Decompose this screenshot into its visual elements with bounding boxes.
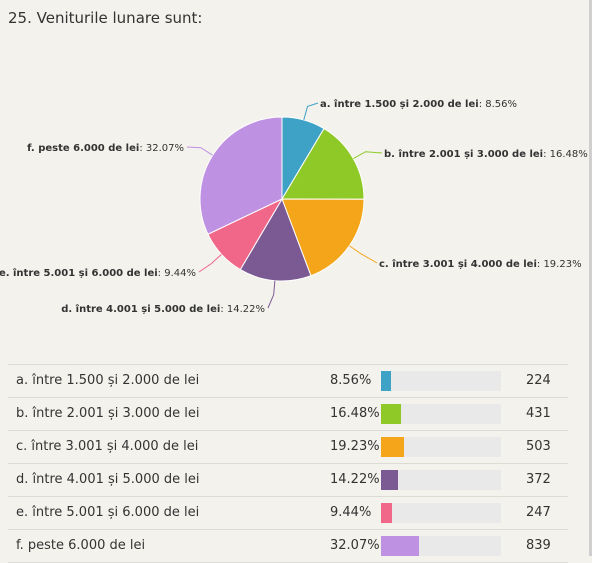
- pie-chart: a. între 1.500 și 2.000 de lei: 8.56% b. …: [0, 98, 588, 315]
- pie-label-a: a. între 1.500 și 2.000 de lei: 8.56%: [320, 98, 517, 110]
- pie-label-d: d. între 4.001 și 5.000 de lei: 14.22%: [61, 303, 265, 315]
- row-count: 247: [526, 505, 551, 520]
- row-label: f. peste 6.000 de lei: [16, 538, 146, 553]
- pie-label-b: b. între 2.001 și 3.000 de lei: 16.48%: [384, 148, 588, 160]
- pie-connector-f: [186, 146, 213, 156]
- row-label: c. între 3.001 și 4.000 de lei: [16, 439, 199, 454]
- row-bar-track: [381, 503, 501, 523]
- pie-label-e: e. între 5.001 și 6.000 de lei: 9.44%: [0, 267, 196, 279]
- table-row: d. între 4.001 și 5.000 de lei 14.22% 372: [8, 463, 568, 496]
- row-bar-track: [381, 470, 501, 490]
- right-border: [589, 0, 592, 556]
- row-percent: 19.23%: [330, 439, 380, 454]
- row-bar-fill: [381, 536, 420, 556]
- pie-connector-b: [353, 151, 383, 160]
- row-percent: 32.07%: [330, 538, 380, 553]
- row-count: 839: [526, 538, 551, 553]
- row-bar-fill: [381, 470, 399, 490]
- row-bar-fill: [381, 404, 401, 424]
- row-count: 372: [526, 472, 551, 487]
- row-label: e. între 5.001 și 6.000 de lei: [16, 505, 200, 520]
- row-label: d. între 4.001 și 5.000 de lei: [16, 472, 200, 487]
- row-count: 503: [526, 439, 551, 454]
- table-row: e. între 5.001 și 6.000 de lei 9.44% 247: [8, 496, 568, 529]
- row-label: a. între 1.500 și 2.000 de lei: [16, 373, 200, 388]
- results-table: a. între 1.500 și 2.000 de lei 8.56% 224 b.…: [8, 364, 568, 563]
- question-title: 25. Veniturile lunare sunt:: [8, 9, 203, 27]
- row-bar-fill: [381, 371, 392, 391]
- table-row: a. între 1.500 și 2.000 de lei 8.56% 224: [8, 364, 568, 397]
- table-row: b. între 2.001 și 3.000 de lei 16.48% 431: [8, 397, 568, 430]
- pie-label-f: f. peste 6.000 de lei: 32.07%: [27, 143, 184, 154]
- pie-label-c: c. între 3.001 și 4.000 de lei: 19.23%: [379, 258, 582, 270]
- row-bar-track: [381, 536, 501, 556]
- table-row: c. între 3.001 și 4.000 de lei 19.23% 503: [8, 430, 568, 463]
- pie-connector-e: [198, 253, 222, 273]
- row-percent: 16.48%: [330, 406, 380, 421]
- row-label: b. între 2.001 și 3.000 de lei: [16, 406, 200, 421]
- row-percent: 9.44%: [330, 505, 372, 520]
- row-count: 224: [526, 373, 551, 388]
- pie-connector-c: [349, 245, 378, 264]
- row-bar-track: [381, 371, 501, 391]
- pie-connector-a: [303, 102, 319, 121]
- table-row: f. peste 6.000 de lei 32.07% 839: [8, 529, 568, 563]
- row-percent: 14.22%: [330, 472, 380, 487]
- row-count: 431: [526, 406, 551, 421]
- row-percent: 8.56%: [330, 373, 372, 388]
- row-bar-fill: [381, 503, 393, 523]
- pie-connector-d: [267, 280, 276, 309]
- row-bar-track: [381, 404, 501, 424]
- row-bar-track: [381, 437, 501, 457]
- row-bar-fill: [381, 437, 405, 457]
